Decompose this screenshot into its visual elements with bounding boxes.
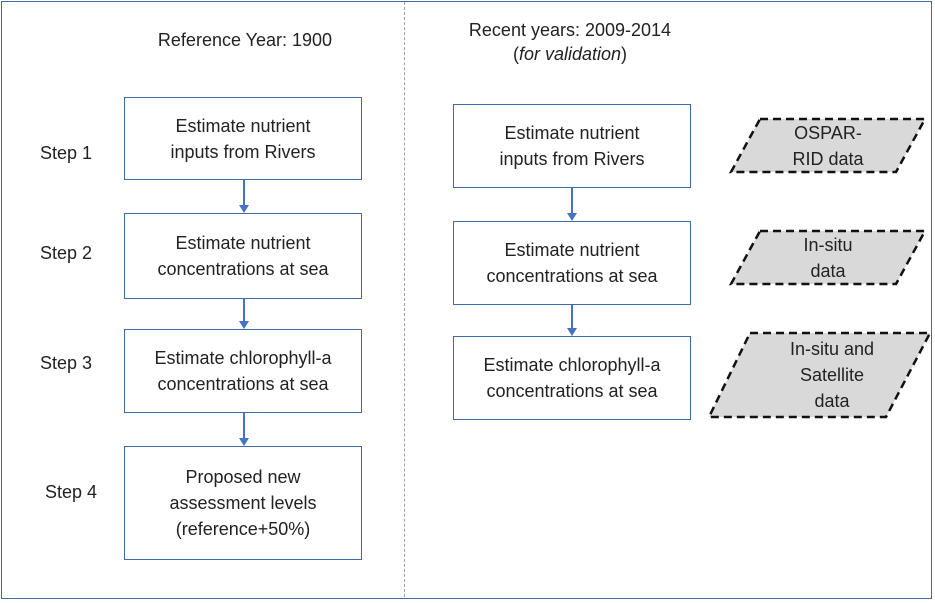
right-header-note: (for validation)	[512, 44, 628, 64]
column-divider	[404, 2, 405, 597]
step-3-label: Step 3	[40, 353, 93, 373]
left-header: Reference Year: 1900	[157, 30, 333, 50]
left-step-1-box: Estimate nutrient inputs from Rivers	[124, 97, 362, 180]
arrow-left-3-4	[238, 413, 250, 446]
data-source-insitu-satellite-label: In-situ and Satellite data	[789, 339, 875, 411]
right-step-2-box: Estimate nutrient concentrations at sea	[453, 221, 691, 305]
data-source-ospar: OSPAR- RID data	[728, 117, 928, 174]
right-header: Recent years: 2009-2014 (for validation)	[430, 18, 710, 66]
arrow-right-1-2	[566, 188, 578, 221]
right-header-years: Recent years: 2009-2014	[468, 20, 672, 40]
parallelogram-shape	[728, 117, 928, 174]
right-step-3-box: Estimate chlorophyll-a concentrations at…	[453, 336, 691, 420]
step-2-label: Step 2	[40, 243, 93, 263]
right-step-1-box: Estimate nutrient inputs from Rivers	[453, 104, 691, 188]
data-source-insitu-label: In-situ data	[803, 234, 853, 281]
arrow-left-2-3	[238, 299, 250, 329]
parallelogram-shape	[728, 229, 928, 286]
step-4-label: Step 4	[45, 482, 98, 502]
left-step-3-box: Estimate chlorophyll-a concentrations at…	[124, 329, 362, 413]
left-step-2-box: Estimate nutrient concentrations at sea	[124, 213, 362, 299]
right-header-note-italic: for validation	[518, 44, 622, 64]
data-source-insitu-satellite: In-situ and Satellite data	[706, 331, 935, 419]
arrow-left-1-2	[238, 180, 250, 213]
left-step-4-box: Proposed new assessment levels (referenc…	[124, 446, 362, 560]
parallelogram-shape	[706, 331, 933, 419]
data-source-ospar-label: OSPAR- RID data	[792, 122, 864, 169]
arrow-right-2-3	[566, 305, 578, 336]
step-1-label: Step 1	[40, 143, 93, 163]
data-source-insitu: In-situ data	[728, 229, 928, 286]
